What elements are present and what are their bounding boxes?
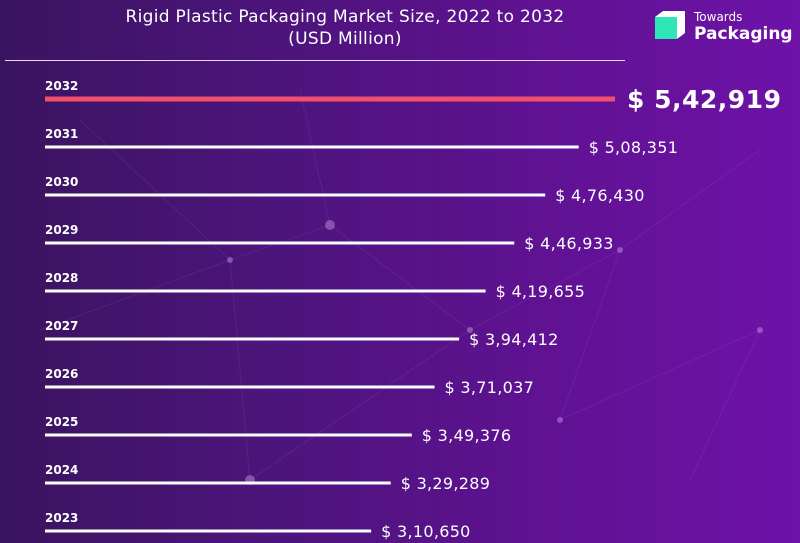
year-label-2025: 2025 xyxy=(45,415,78,429)
value-label-2023: $ 3,10,650 xyxy=(381,522,471,541)
year-label-2024: 2024 xyxy=(45,463,78,477)
year-label-2023: 2023 xyxy=(45,511,78,525)
value-label-2026: $ 3,71,037 xyxy=(445,378,535,397)
logo-text-packaging: Packaging xyxy=(694,24,793,44)
bar-2030 xyxy=(45,193,546,197)
bar-2026 xyxy=(45,385,435,389)
towards-packaging-logo: Towards Packaging xyxy=(652,6,793,48)
year-label-2028: 2028 xyxy=(45,271,78,285)
bar-2025 xyxy=(45,433,412,437)
value-label-2027: $ 3,94,412 xyxy=(469,330,559,349)
bar-2031 xyxy=(45,145,579,149)
bar-2029 xyxy=(45,241,515,245)
packaging-cube-icon xyxy=(655,11,685,39)
bar-2032 xyxy=(45,96,615,102)
year-label-2026: 2026 xyxy=(45,367,78,381)
bar-2023 xyxy=(45,529,372,533)
bar-2028 xyxy=(45,289,486,293)
bar-2027 xyxy=(45,337,460,341)
value-label-2029: $ 4,46,933 xyxy=(524,234,614,253)
year-label-2031: 2031 xyxy=(45,127,78,141)
chart-title-line-1: Rigid Plastic Packaging Market Size, 202… xyxy=(125,7,565,27)
bar-2024 xyxy=(45,481,391,485)
value-label-2032: $ 5,42,919 xyxy=(627,85,781,114)
year-label-2027: 2027 xyxy=(45,319,78,333)
value-label-2024: $ 3,29,289 xyxy=(401,474,491,493)
year-label-2029: 2029 xyxy=(45,223,78,237)
chart-title: Rigid Plastic Packaging Market Size, 202… xyxy=(0,6,690,50)
bar-chart: 2032 $ 5,42,919 2031 $ 5,08,351 2030 $ 4,76,4… xyxy=(45,79,781,541)
value-label-2031: $ 5,08,351 xyxy=(589,138,679,157)
year-label-2030: 2030 xyxy=(45,175,78,189)
logo-text-towards: Towards xyxy=(694,10,743,24)
chart-title-line-2: (USD Million) xyxy=(288,29,402,49)
value-label-2030: $ 4,76,430 xyxy=(555,186,645,205)
value-label-2028: $ 4,19,655 xyxy=(496,282,586,301)
value-label-2025: $ 3,49,376 xyxy=(422,426,512,445)
title-divider xyxy=(5,60,625,61)
year-label-2032: 2032 xyxy=(45,79,78,93)
